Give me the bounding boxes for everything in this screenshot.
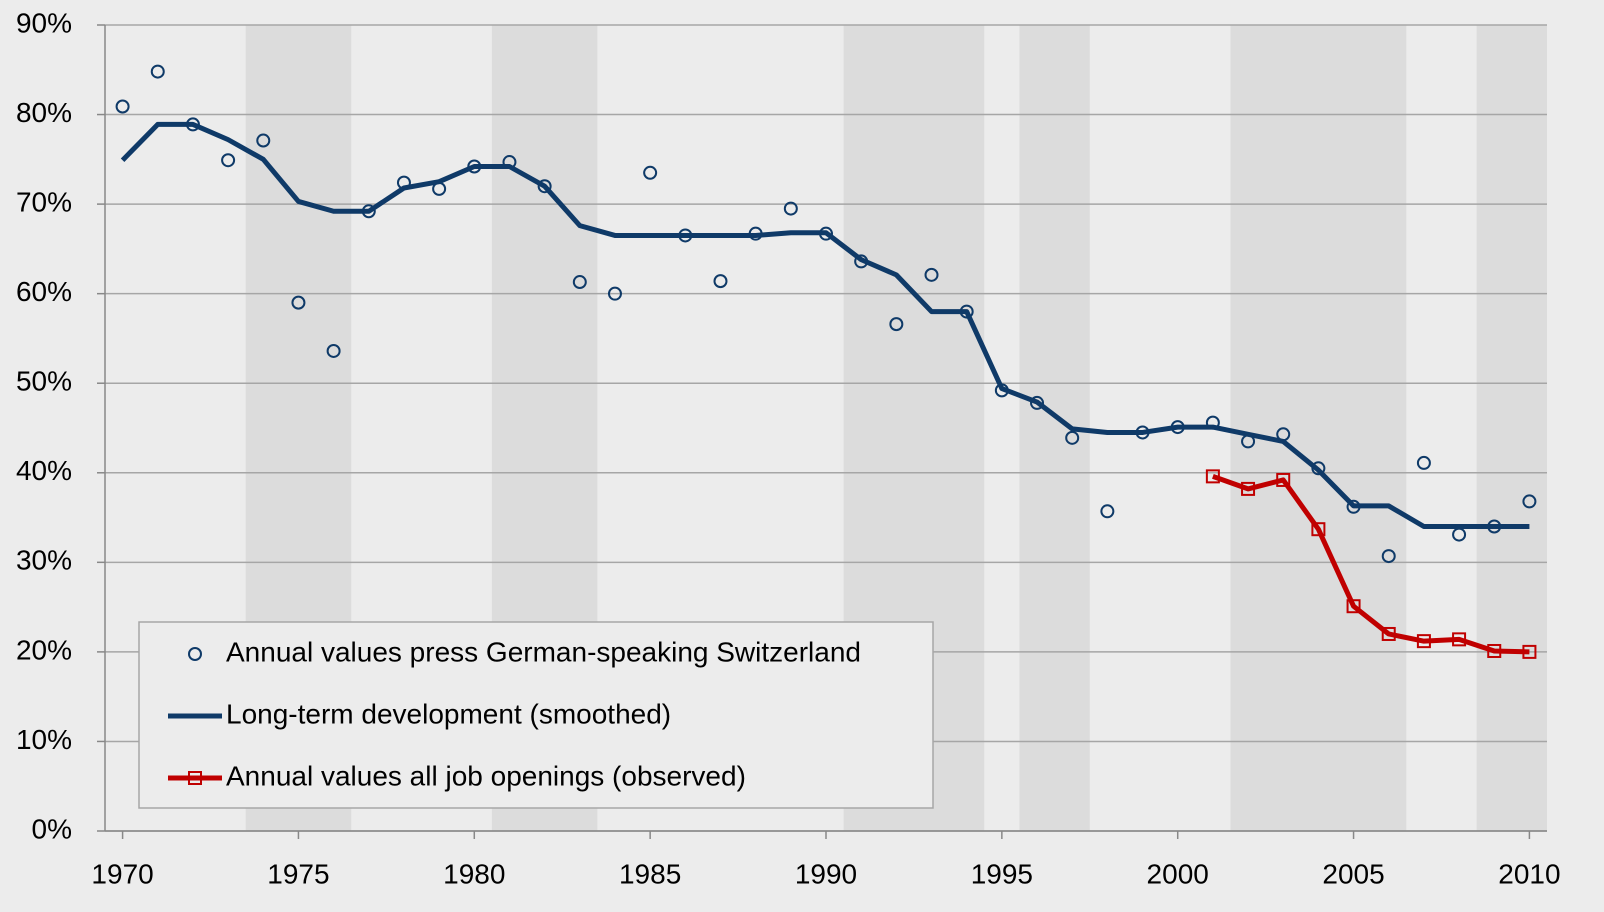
marker bbox=[1522, 494, 1537, 509]
legend-box bbox=[138, 621, 934, 809]
y-tick-label: 90% bbox=[16, 7, 72, 38]
marker bbox=[150, 64, 165, 79]
marker bbox=[256, 133, 271, 148]
marker bbox=[643, 165, 658, 180]
y-tick-label: 0% bbox=[32, 813, 72, 844]
legend: Annual values press German-speaking Swit… bbox=[138, 621, 934, 809]
y-tick-label: 50% bbox=[16, 366, 72, 397]
marker bbox=[1276, 472, 1291, 487]
y-tick-label: 10% bbox=[16, 724, 72, 755]
marker bbox=[1452, 527, 1467, 542]
x-tick-label: 2005 bbox=[1322, 858, 1384, 889]
x-tick-label: 1975 bbox=[267, 858, 329, 889]
y-tick-label: 20% bbox=[16, 634, 72, 665]
marker bbox=[537, 179, 552, 194]
x-tick-label: 2010 bbox=[1498, 858, 1560, 889]
marker bbox=[1346, 599, 1361, 614]
y-tick-label: 80% bbox=[16, 97, 72, 128]
x-tick-label: 1990 bbox=[795, 858, 857, 889]
marker bbox=[326, 343, 341, 358]
marker bbox=[1416, 634, 1431, 649]
y-tick-label: 60% bbox=[16, 276, 72, 307]
x-tick-label: 1970 bbox=[91, 858, 153, 889]
marker bbox=[188, 771, 202, 785]
marker bbox=[1065, 430, 1080, 445]
legend-label: Annual values all job openings (observed… bbox=[226, 760, 746, 791]
marker bbox=[1416, 455, 1431, 470]
marker bbox=[188, 647, 202, 661]
marker bbox=[1311, 522, 1326, 537]
y-tick-label: 40% bbox=[16, 455, 72, 486]
marker bbox=[889, 317, 904, 332]
marker bbox=[1241, 481, 1256, 496]
series-line bbox=[1212, 474, 1530, 655]
marker bbox=[291, 295, 306, 310]
shaded-period bbox=[1230, 25, 1407, 831]
marker bbox=[572, 275, 587, 290]
marker bbox=[1452, 632, 1467, 647]
y-tick-label: 30% bbox=[16, 545, 72, 576]
marker bbox=[1487, 643, 1502, 658]
marker bbox=[1030, 395, 1045, 410]
y-tick-label: 70% bbox=[16, 187, 72, 218]
marker bbox=[115, 99, 130, 114]
x-tick-label: 1985 bbox=[619, 858, 681, 889]
x-tick-label: 1980 bbox=[443, 858, 505, 889]
marker bbox=[221, 153, 236, 168]
marker bbox=[1522, 644, 1537, 659]
legend-label: Long-term development (smoothed) bbox=[226, 698, 671, 729]
marker bbox=[1205, 469, 1220, 484]
marker bbox=[607, 286, 622, 301]
marker bbox=[1100, 504, 1115, 519]
marker bbox=[924, 267, 939, 282]
series-line bbox=[120, 121, 1530, 530]
shaded-period bbox=[1476, 25, 1547, 831]
marker bbox=[713, 274, 728, 289]
marker bbox=[783, 201, 798, 216]
legend-label: Annual values press German-speaking Swit… bbox=[226, 636, 861, 667]
x-tick-label: 2000 bbox=[1147, 858, 1209, 889]
marker bbox=[1381, 549, 1396, 564]
x-tick-label: 1995 bbox=[971, 858, 1033, 889]
marker bbox=[1381, 626, 1396, 641]
